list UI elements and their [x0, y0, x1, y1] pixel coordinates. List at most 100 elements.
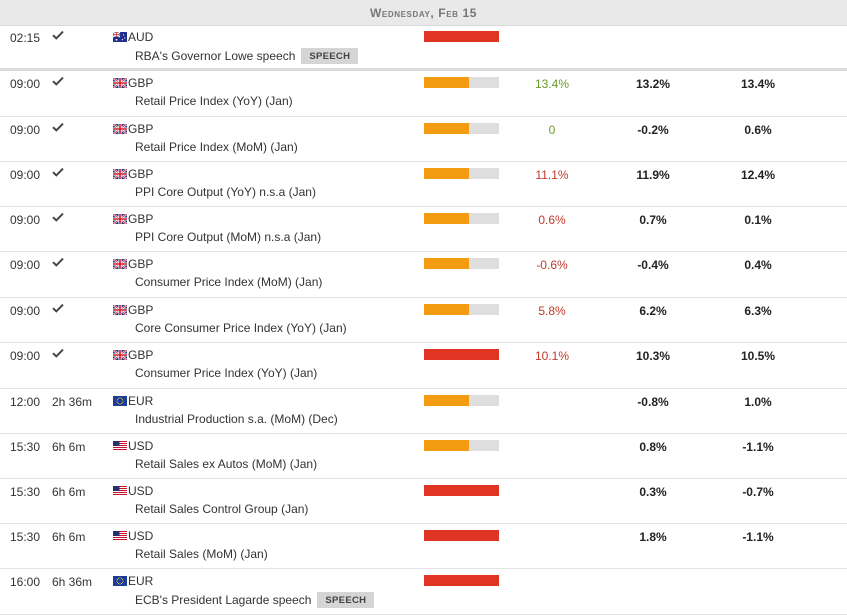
event-row[interactable]: 16:00 6h 36m EUR ECB's President Lagarde sp… — [0, 569, 847, 615]
currency-code: GBP — [128, 122, 154, 136]
impact-bar-fill — [424, 530, 499, 541]
countdown: 2h 36m — [52, 395, 93, 409]
event-time: 09:00 — [10, 77, 41, 91]
event-name-cell: Retail Price Index (YoY) (Jan) — [135, 94, 293, 108]
countdown: 6h 36m — [52, 575, 93, 589]
speech-tag: SPEECH — [317, 592, 375, 608]
currency-code: GBP — [128, 212, 154, 226]
event-name[interactable]: Core Consumer Price Index (YoY) (Jan) — [135, 321, 347, 335]
countdown: 6h 6m — [52, 530, 86, 544]
impact-bar-fill — [424, 77, 469, 88]
event-name[interactable]: ECB's President Lagarde speech — [135, 593, 312, 607]
event-time: 09:00 — [10, 213, 41, 227]
check-icon — [52, 211, 64, 222]
previous-value: 0.4% — [744, 258, 772, 272]
previous-value: 1.0% — [744, 395, 772, 409]
currency-code: GBP — [128, 167, 154, 181]
consensus-value: 1.8% — [639, 530, 667, 544]
impact-bar — [424, 77, 499, 88]
event-name-cell: PPI Core Output (MoM) n.s.a (Jan) — [135, 230, 321, 244]
event-time: 16:00 — [10, 575, 41, 589]
impact-bar — [424, 258, 499, 269]
consensus-value: 6.2% — [639, 304, 667, 318]
gb-flag-icon — [112, 258, 128, 270]
previous-value: 0.6% — [744, 123, 772, 137]
previous-value: 6.3% — [744, 304, 772, 318]
currency-code: EUR — [128, 574, 154, 588]
us-flag-icon — [113, 440, 127, 451]
event-name[interactable]: Retail Price Index (MoM) (Jan) — [135, 140, 298, 154]
event-name[interactable]: Retail Sales Control Group (Jan) — [135, 502, 309, 516]
currency-code: AUD — [128, 30, 154, 44]
currency-code: EUR — [128, 394, 154, 408]
consensus-value: -0.8% — [637, 395, 669, 409]
eu-flag-icon — [113, 575, 127, 586]
impact-bar — [424, 304, 499, 315]
impact-bar — [424, 395, 499, 406]
event-row[interactable]: 09:00 GBP Retail Price Index (MoM) (Jan) 0 -… — [0, 117, 847, 162]
check-icon — [52, 29, 64, 40]
event-name[interactable]: Consumer Price Index (YoY) (Jan) — [135, 366, 318, 380]
previous-value: 0.1% — [744, 213, 772, 227]
event-name[interactable]: Industrial Production s.a. (MoM) (Dec) — [135, 412, 338, 426]
event-name[interactable]: Retail Price Index (YoY) (Jan) — [135, 94, 293, 108]
event-row[interactable]: 15:30 6h 6m USD Retail Sales (MoM) (Jan) 1.8… — [0, 524, 847, 569]
event-row[interactable]: 02:15 AUD RBA's Governor Lowe speech SPEECH — [0, 25, 847, 71]
event-name-cell: ECB's President Lagarde speech SPEECH — [135, 592, 375, 608]
event-row[interactable]: 09:00 GBP Consumer Price Index (YoY) (Jan)… — [0, 343, 847, 389]
event-name[interactable]: PPI Core Output (YoY) n.s.a (Jan) — [135, 185, 316, 199]
event-name[interactable]: PPI Core Output (MoM) n.s.a (Jan) — [135, 230, 322, 244]
event-name-cell: Retail Price Index (MoM) (Jan) — [135, 140, 298, 154]
event-row[interactable]: 15:30 6h 6m USD Retail Sales ex Autos (MoM)… — [0, 434, 847, 479]
event-time: 15:30 — [10, 440, 41, 454]
event-time: 02:15 — [10, 31, 41, 45]
impact-bar — [424, 168, 499, 179]
event-time: 15:30 — [10, 485, 41, 499]
impact-bar-fill — [424, 304, 469, 315]
impact-bar — [424, 440, 499, 451]
event-row[interactable]: 09:00 GBP PPI Core Output (MoM) n.s.a (Jan… — [0, 207, 847, 252]
actual-value: 13.4% — [534, 77, 570, 91]
actual-value: 11.1% — [535, 168, 569, 182]
consensus-value: 10.3% — [635, 349, 671, 363]
check-icon — [52, 256, 64, 267]
event-name[interactable]: Consumer Price Index (MoM) (Jan) — [135, 275, 323, 289]
impact-bar — [424, 31, 499, 42]
event-time: 09:00 — [10, 123, 41, 137]
event-name[interactable]: RBA's Governor Lowe speech — [135, 49, 296, 63]
currency-code: USD — [128, 439, 154, 453]
check-icon — [52, 166, 64, 177]
day-header: Wednesday, Feb 15 — [0, 0, 847, 26]
check-icon — [52, 121, 64, 132]
event-row[interactable]: 09:00 GBP Retail Price Index (YoY) (Jan) 13… — [0, 71, 847, 117]
check-icon — [52, 302, 64, 313]
event-name-cell: PPI Core Output (YoY) n.s.a (Jan) — [135, 185, 316, 199]
impact-bar-fill — [424, 440, 469, 451]
impact-bar-fill — [424, 31, 499, 42]
impact-bar-fill — [424, 485, 499, 496]
impact-bar-fill — [424, 168, 469, 179]
actual-value: 10.1% — [534, 349, 570, 363]
currency-code: GBP — [128, 76, 154, 90]
consensus-value: 0.8% — [639, 440, 667, 454]
event-time: 09:00 — [10, 168, 41, 182]
event-row[interactable]: 09:00 GBP Consumer Price Index (MoM) (Jan)… — [0, 252, 847, 298]
event-row[interactable]: 12:00 2h 36m EUR Industrial Production s.a.… — [0, 389, 847, 434]
event-name[interactable]: Retail Sales (MoM) (Jan) — [135, 547, 268, 561]
us-flag-icon — [113, 485, 127, 496]
event-row[interactable]: 09:00 GBP Core Consumer Price Index (YoY) … — [0, 298, 847, 343]
event-name-cell: RBA's Governor Lowe speech SPEECH — [135, 48, 359, 64]
event-row[interactable]: 09:00 GBP PPI Core Output (YoY) n.s.a (Jan… — [0, 162, 847, 207]
actual-value: -0.6% — [536, 258, 568, 272]
event-name-cell: Industrial Production s.a. (MoM) (Dec) — [135, 412, 338, 426]
actual-value: 0 — [548, 123, 556, 137]
consensus-value: -0.2% — [637, 123, 669, 137]
currency-code: USD — [128, 484, 154, 498]
previous-value: -0.7% — [742, 485, 774, 499]
impact-bar-fill — [424, 213, 469, 224]
event-name[interactable]: Retail Sales ex Autos (MoM) (Jan) — [135, 457, 318, 471]
event-row[interactable]: 15:30 6h 6m USD Retail Sales Control Group … — [0, 479, 847, 524]
check-icon — [52, 347, 64, 358]
event-name-cell: Retail Sales ex Autos (MoM) (Jan) — [135, 457, 317, 471]
actual-value: 5.8% — [538, 304, 566, 318]
